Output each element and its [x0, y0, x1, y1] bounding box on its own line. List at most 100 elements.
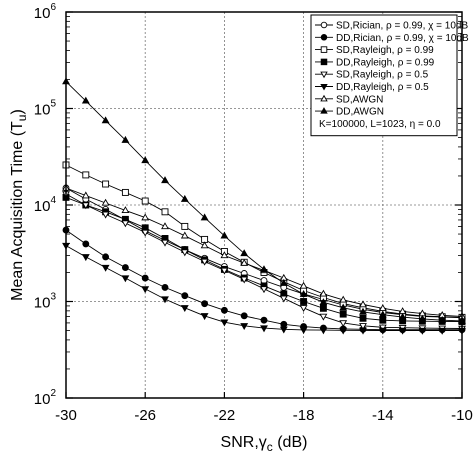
legend-item: SD,AWGN [315, 94, 383, 105]
data-point [161, 283, 169, 291]
data-point [320, 46, 328, 53]
y-tick-label: 105 [34, 99, 57, 119]
legend-label: SD,Rician, ρ = 0.99, χ = 10dB [336, 21, 468, 32]
data-point [280, 320, 288, 328]
data-point [102, 253, 110, 261]
data-point [141, 156, 150, 164]
data-point [101, 116, 110, 124]
data-point [200, 241, 209, 249]
data-point [299, 305, 308, 313]
legend: SD,Rician, ρ = 0.99, χ = 10dBDD,Rician, … [310, 14, 469, 137]
legend-label: DD,Rayleigh, ρ = 0.99 [336, 57, 435, 68]
data-point [82, 240, 90, 248]
data-point [180, 305, 189, 313]
data-point [141, 274, 149, 282]
data-point [359, 327, 367, 335]
data-point [220, 306, 228, 314]
data-point [359, 314, 367, 322]
data-point [418, 314, 427, 322]
data-point [141, 213, 150, 221]
y-tick-label: 102 [34, 388, 57, 408]
y-tick-label: 103 [34, 292, 57, 312]
data-point [398, 327, 407, 335]
data-point [319, 304, 327, 312]
data-point [319, 313, 328, 321]
data-point [220, 231, 229, 239]
data-point [220, 319, 229, 327]
series-6 [62, 242, 466, 335]
data-point [161, 296, 169, 304]
data-point [379, 316, 387, 324]
legend-note: K=100000, L=1023, η = 0.0 [319, 119, 441, 130]
data-point [260, 265, 268, 273]
y-tick-label: 104 [34, 195, 57, 215]
data-point [279, 326, 288, 334]
legend-label: SD,AWGN [336, 94, 383, 105]
data-point [161, 176, 169, 184]
data-point [260, 325, 268, 333]
data-point [200, 213, 209, 221]
data-point [82, 171, 90, 179]
x-tick-label: -26 [134, 407, 156, 424]
data-point [359, 300, 367, 308]
data-point [161, 208, 169, 216]
data-point [240, 258, 249, 266]
data-point [81, 254, 90, 262]
data-point [378, 327, 387, 335]
x-tick-label: -10 [451, 407, 473, 424]
data-point [141, 197, 149, 205]
data-point [240, 323, 249, 331]
data-point [220, 267, 229, 275]
data-point [279, 278, 288, 286]
data-point [319, 298, 328, 306]
y-axis-label: Mean Acquisition Time (Tu) [9, 109, 29, 301]
data-point [121, 264, 129, 271]
data-point [378, 310, 387, 318]
data-point [121, 188, 129, 196]
legend-label: SD,Rayleigh, ρ = 0.99 [336, 45, 434, 56]
x-axis-label: SNR,γc (dB) [221, 434, 308, 454]
data-point [181, 222, 189, 230]
data-point [319, 289, 328, 297]
legend-item: SD,Rayleigh, ρ = 0.5 [315, 70, 429, 81]
legend-item: DD,AWGN [315, 107, 384, 118]
legend-box [310, 14, 458, 137]
x-tick-label: -22 [214, 407, 236, 424]
data-point [201, 300, 209, 308]
data-point [300, 298, 308, 305]
legend-label: DD,Rayleigh, ρ = 0.5 [336, 82, 429, 93]
legend-item: DD,Rayleigh, ρ = 0.99 [315, 57, 435, 68]
data-point [81, 191, 90, 199]
data-point [81, 96, 90, 104]
series-3 [62, 161, 466, 321]
data-point [320, 21, 328, 29]
data-point [339, 303, 348, 311]
y-axis-ticks: 102 103 104 105 106 [34, 2, 462, 408]
x-tick-label: -18 [293, 407, 315, 424]
series-line [65, 164, 463, 318]
data-point [180, 231, 189, 239]
data-point [299, 327, 308, 335]
data-point [339, 295, 348, 303]
data-point [180, 249, 189, 257]
data-point [339, 310, 347, 318]
series-8 [62, 77, 466, 324]
data-point [240, 249, 249, 257]
data-point [200, 258, 209, 266]
data-point [141, 229, 150, 237]
data-point [101, 198, 110, 206]
data-point [121, 206, 130, 214]
data-point [121, 135, 130, 143]
data-point [320, 58, 328, 66]
data-point [141, 286, 150, 294]
data-point [320, 94, 328, 102]
legend-label: DD,AWGN [336, 107, 384, 118]
data-point [438, 315, 447, 323]
data-point [320, 71, 328, 79]
legend-item: SD,Rician, ρ = 0.99, χ = 10dB [315, 21, 468, 32]
data-point [339, 320, 348, 328]
data-point [101, 211, 110, 219]
data-point [319, 327, 328, 335]
data-point [339, 327, 348, 335]
